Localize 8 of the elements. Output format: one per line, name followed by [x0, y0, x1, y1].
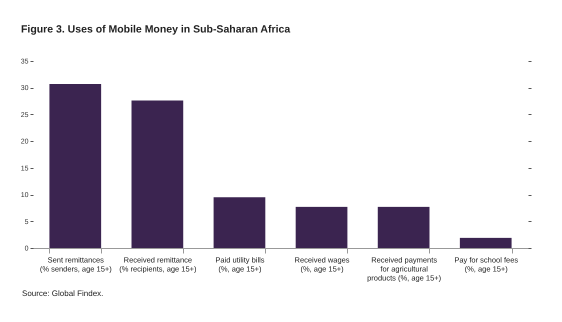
bar — [460, 238, 512, 248]
bar — [296, 206, 348, 248]
chart-title: Figure 3. Uses of Mobile Money in Sub-Saharan Africa — [21, 24, 290, 36]
bar — [132, 100, 184, 248]
bar — [378, 206, 430, 248]
source-note: Source: Global Findex. — [22, 289, 104, 298]
bar — [214, 197, 266, 248]
bar — [49, 84, 102, 248]
